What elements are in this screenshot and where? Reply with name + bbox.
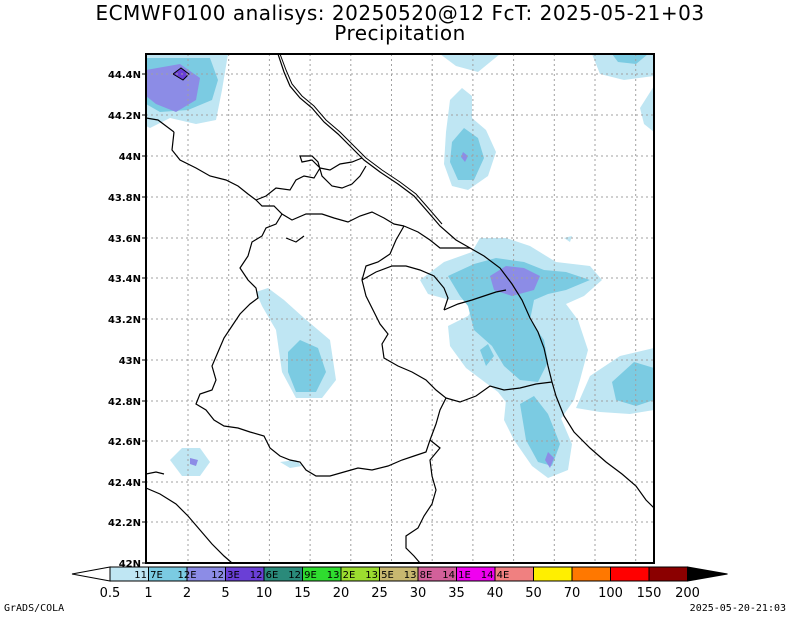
- footer-credit: GrADS/COLA: [4, 603, 65, 614]
- latitude-label: 42.6N: [108, 437, 141, 448]
- colorbar-inner-label: 14.1E: [442, 570, 471, 581]
- colorbar-value-label: 40: [487, 586, 504, 601]
- colorbar-value-labels: 0.5 1 2 5 10 15 20 25 30 35 40 50 70 100 150 200: [100, 586, 700, 601]
- map-title: ECMWF0100 analisys: 20250520@12 FcT: 202…: [95, 1, 705, 25]
- colorbar-value-label: 1: [144, 586, 152, 601]
- colorbar-bin: [648, 566, 688, 582]
- colorbar-value-label: 0.5: [100, 586, 121, 601]
- colorbar-max-arrow: [687, 566, 728, 582]
- latitude-label: 43.6N: [108, 234, 141, 245]
- colorbar-value-label: 2: [183, 586, 191, 601]
- colorbar-value-label: 70: [564, 586, 581, 601]
- map-boundaries: [146, 54, 654, 563]
- colorbar-value-label: 35: [448, 586, 465, 601]
- colorbar: 11.7E 12E 12.3E 12.6E 12.9E 13.2E 13.5E 13.8E 14…: [71, 566, 728, 582]
- latitude-label: 42N: [119, 559, 141, 570]
- colorbar-value-label: 200: [675, 586, 700, 601]
- latitude-label: 42.2N: [108, 518, 141, 529]
- latitude-label: 43.2N: [108, 315, 141, 326]
- colorbar-value-label: 100: [598, 586, 623, 601]
- colorbar-inner-label: 14.4E: [481, 570, 510, 581]
- latitude-label: 44.2N: [108, 111, 141, 122]
- latitude-label: 43.8N: [108, 193, 141, 204]
- latitude-label: 43N: [119, 356, 141, 367]
- colorbar-inner-label: 12.6E: [250, 570, 279, 581]
- map-subtitle: Precipitation: [334, 21, 466, 45]
- colorbar-value-label: 30: [410, 586, 427, 601]
- colorbar-value-label: 10: [256, 586, 273, 601]
- colorbar-inner-label: 12.9E: [288, 570, 317, 581]
- colorbar-value-label: 50: [525, 586, 542, 601]
- colorbar-bin: [571, 566, 611, 582]
- latitude-label: 42.4N: [108, 478, 141, 489]
- colorbar-inner-label: 11.7E: [134, 570, 163, 581]
- colorbar-bin: [610, 566, 650, 582]
- colorbar-bin: [533, 566, 573, 582]
- map-grid: [146, 54, 654, 563]
- colorbar-inner-label: 12E: [177, 570, 196, 581]
- colorbar-value-label: 20: [333, 586, 350, 601]
- colorbar-value-label: 150: [637, 586, 662, 601]
- colorbar-value-label: 25: [371, 586, 388, 601]
- precipitation-field: [146, 54, 654, 478]
- latitude-label: 44.4N: [108, 70, 141, 81]
- latitude-label: 42.8N: [108, 397, 141, 408]
- plot-frame: [145, 53, 655, 564]
- colorbar-value-label: 15: [294, 586, 311, 601]
- latitude-label: 43.4N: [108, 274, 141, 285]
- colorbar-inner-label: 13.8E: [404, 570, 433, 581]
- colorbar-min-arrow: [71, 566, 111, 582]
- latitude-label: 44N: [119, 152, 141, 163]
- colorbar-inner-label: 13.2E: [327, 570, 356, 581]
- colorbar-inner-label: 12.3E: [211, 570, 240, 581]
- latitude-axis-labels: 44.4N 44.2N 44N 43.8N 43.6N 43.4N 43.2N 43N 42.8…: [108, 70, 146, 570]
- footer-timestamp: 2025-05-20-21:03: [689, 603, 786, 614]
- colorbar-inner-label: 13.5E: [365, 570, 394, 581]
- colorbar-value-label: 5: [221, 586, 229, 601]
